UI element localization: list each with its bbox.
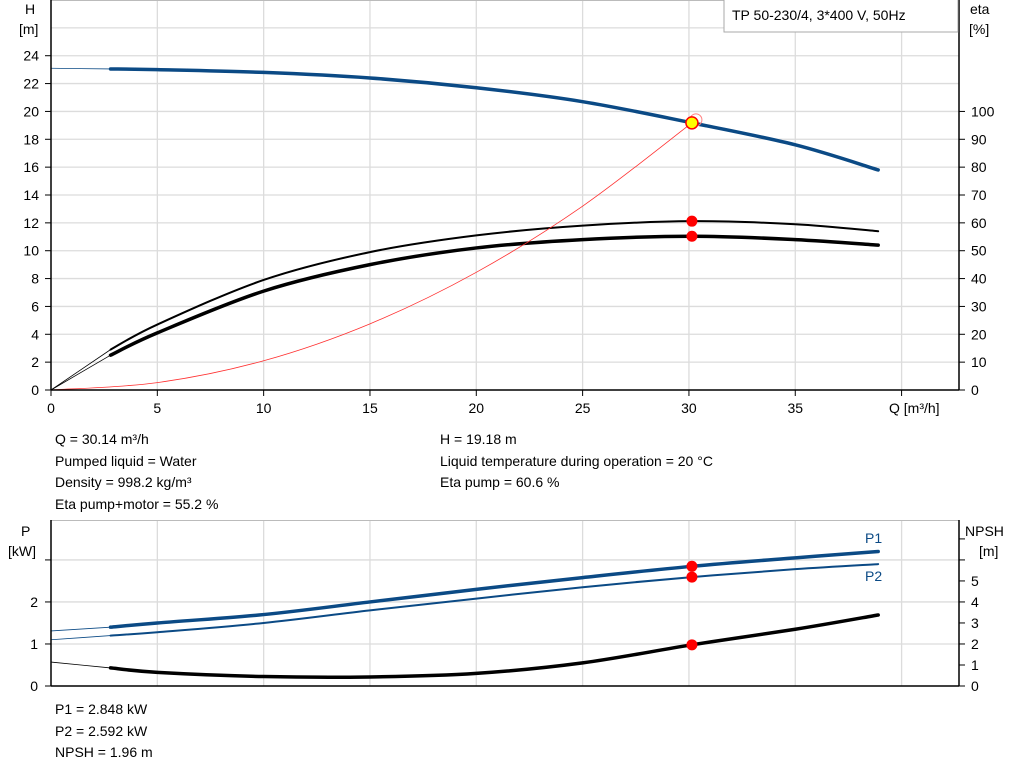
eta-pump-leadin-line	[50, 349, 111, 391]
eta-axis-unit: [%]	[969, 21, 989, 37]
eta-pump-value: Eta pump = 60.6 %	[440, 474, 560, 490]
chart-title: TP 50-230/4, 3*400 V, 50Hz	[732, 7, 906, 23]
eta-tick-label: 70	[971, 187, 987, 203]
p2-value: P2 = 2.592 kW	[55, 722, 148, 739]
bottom-grid	[51, 520, 959, 686]
eta-total-leadin-line	[50, 354, 111, 391]
power-duty-marker	[686, 571, 698, 583]
info-bottom: P1 = 2.848 kW P2 = 2.592 kW NPSH = 1.96 …	[55, 699, 153, 764]
eta-tick-label: 90	[971, 131, 987, 147]
eta-total-value: Eta pump+motor = 55.2 %	[55, 495, 219, 512]
npsh-leadin-line	[50, 661, 111, 669]
x-tick-label: 0	[47, 400, 55, 416]
x-tick-label: 25	[575, 400, 591, 416]
eta-total-curve	[108, 234, 880, 357]
h-curve	[108, 67, 880, 172]
npsh-tick-label: 2	[971, 636, 979, 652]
top-curves	[50, 67, 880, 391]
p-tick-label: 0	[30, 678, 38, 694]
eta-tick-label: 100	[971, 103, 995, 119]
h-axis-label: H	[25, 1, 35, 17]
x-tick-label: 35	[787, 400, 803, 416]
x-tick-label: 5	[153, 400, 161, 416]
npsh-tick-label: 0	[971, 678, 979, 694]
eta-tick-label: 50	[971, 243, 987, 259]
npsh-tick-label: 5	[971, 573, 979, 589]
p1-value: P1 = 2.848 kW	[55, 701, 148, 717]
p2-curve	[109, 563, 880, 637]
eta-tick-label: 20	[971, 326, 987, 342]
power-duty-marker	[686, 560, 698, 572]
x-tick-label: 30	[681, 400, 697, 416]
eta-tick-label: 0	[971, 382, 979, 398]
axes: 0 5 10 15 20 25 30 3502468101214161820222401020…	[23, 0, 995, 694]
h-tick-label: 12	[23, 215, 39, 231]
p2-leadin-line	[50, 635, 111, 641]
info-top-right: H = 19.18 m Liquid temperature during op…	[440, 429, 713, 494]
npsh-value: NPSH = 1.96 m	[55, 744, 153, 760]
eta-tick-label: 80	[971, 159, 987, 175]
eta-tick-label: 60	[971, 215, 987, 231]
h-tick-label: 8	[31, 271, 39, 287]
h-tick-label: 24	[23, 48, 39, 64]
info-top-left: Q = 30.14 m³/h Pumped liquid = Water Den…	[55, 429, 218, 515]
h-tick-label: 0	[31, 382, 39, 398]
p-tick-label: 2	[30, 594, 38, 610]
h-tick-label: 4	[31, 326, 39, 342]
density-value: Density = 998.2 kg/m³	[55, 474, 192, 490]
h-tick-label: 6	[31, 298, 39, 314]
bottom-curves	[50, 549, 880, 680]
h-tick-label: 14	[23, 187, 39, 203]
npsh-axis-label: NPSH	[965, 523, 1004, 539]
top-grid	[51, 0, 959, 390]
duty-point-marker	[685, 116, 699, 130]
system-curve	[50, 122, 693, 391]
x-tick-label: 15	[362, 400, 378, 416]
h-tick-label: 20	[23, 103, 39, 119]
eta-axis-label: eta	[970, 1, 990, 17]
p-axis-label: P	[21, 523, 30, 539]
p1-leadin-line	[50, 626, 111, 632]
eta-tick-label: 30	[971, 298, 987, 314]
h-tick-label: 18	[23, 131, 39, 147]
eta-duty-marker	[686, 215, 698, 227]
npsh-tick-label: 3	[971, 615, 979, 631]
npsh-tick-label: 1	[971, 657, 979, 673]
p1-curve	[108, 549, 880, 629]
model-legend-box: TP 50-230/4, 3*400 V, 50Hz	[723, 0, 959, 33]
p-axis-unit: [kW]	[8, 543, 36, 559]
flow-value: Q = 30.14 m³/h	[55, 431, 149, 447]
eta-tick-label: 40	[971, 271, 987, 287]
power-duty-marker	[686, 639, 698, 651]
pumped-liquid: Pumped liquid = Water	[55, 452, 197, 469]
h-tick-label: 22	[23, 76, 39, 92]
npsh-curve	[108, 613, 880, 680]
h-axis-unit: [m]	[19, 21, 38, 37]
h-leadin-line	[50, 67, 111, 70]
liquid-temperature: Liquid temperature during operation = 20…	[440, 452, 713, 469]
x-tick-label: 20	[469, 400, 485, 416]
npsh-tick-label: 4	[971, 594, 979, 610]
eta-pump-curve	[109, 220, 880, 351]
p-tick-label: 1	[30, 636, 38, 652]
p1-curve-label: P1	[865, 530, 882, 546]
h-tick-label: 10	[23, 243, 39, 259]
h-tick-label: 16	[23, 159, 39, 175]
npsh-axis-unit: [m]	[979, 543, 998, 559]
x-tick-label: 10	[256, 400, 272, 416]
head-value: H = 19.18 m	[440, 431, 517, 447]
p2-curve-label: P2	[865, 568, 882, 584]
x-axis-label: Q [m³/h]	[889, 400, 940, 416]
h-tick-label: 2	[31, 354, 39, 370]
eta-duty-marker	[686, 230, 698, 242]
eta-tick-label: 10	[971, 354, 987, 370]
